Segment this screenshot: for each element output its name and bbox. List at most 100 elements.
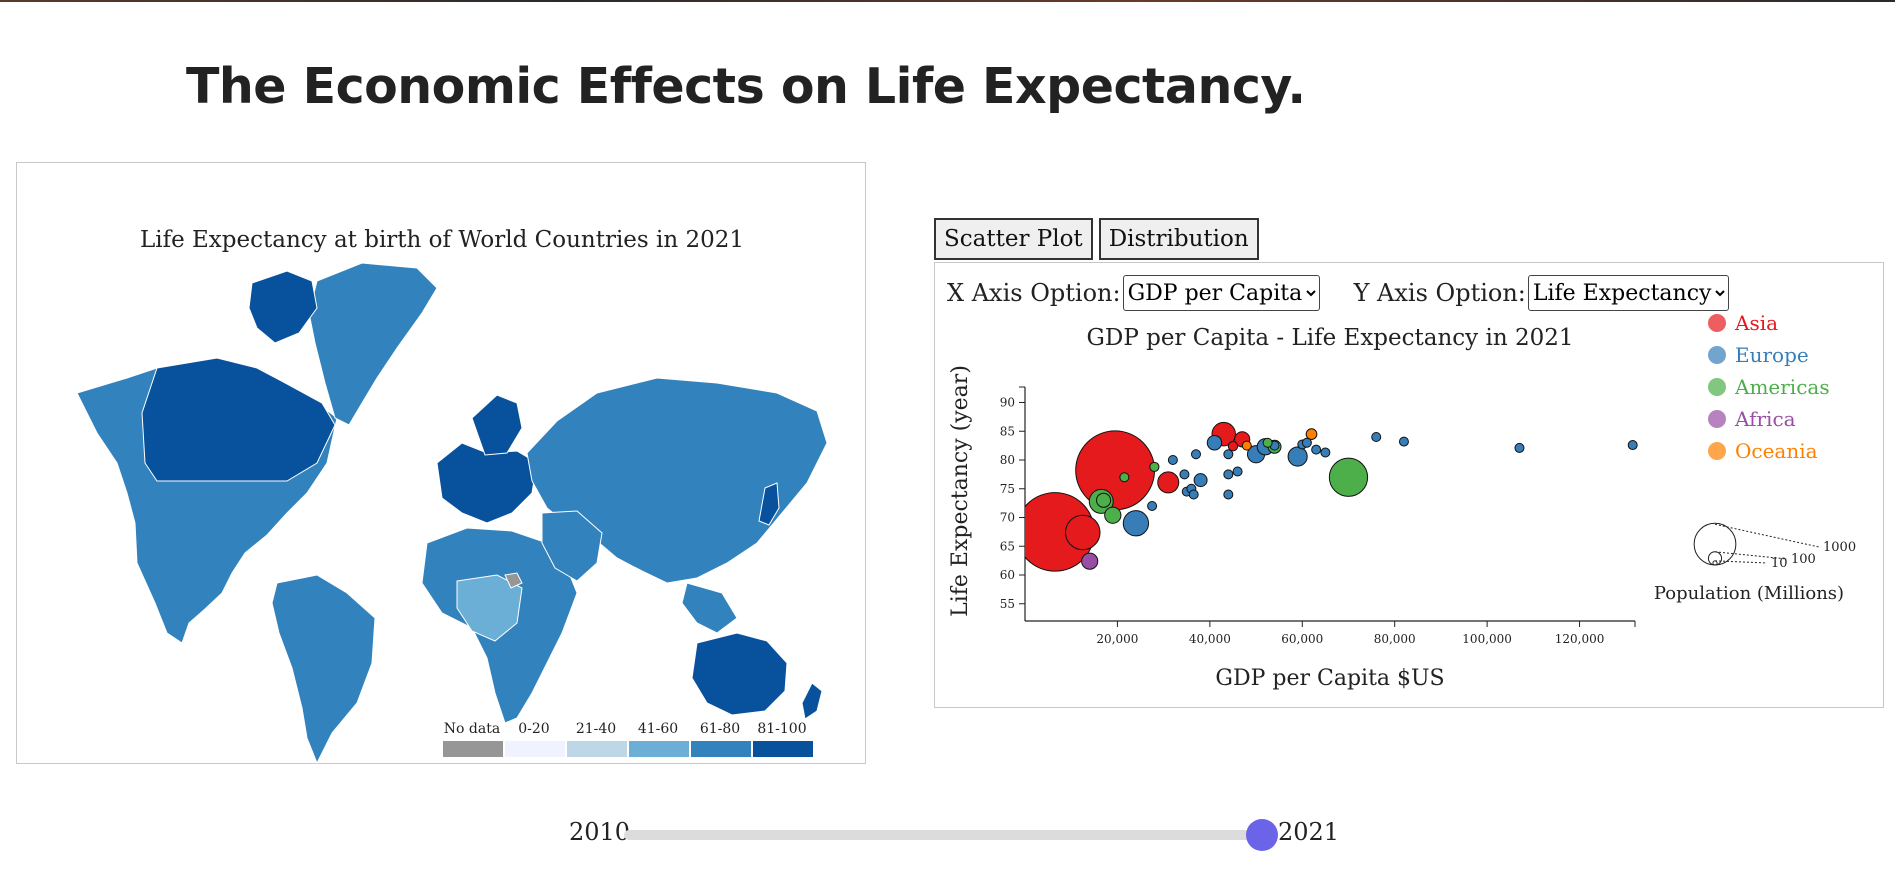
data-point[interactable] bbox=[1232, 466, 1243, 477]
data-point[interactable] bbox=[1188, 489, 1199, 500]
y-tick-label: 55 bbox=[1000, 597, 1015, 611]
data-point[interactable] bbox=[1096, 492, 1112, 508]
size-legend-circle bbox=[1693, 522, 1737, 566]
map-region-arctic-islands[interactable] bbox=[248, 270, 318, 344]
data-point[interactable] bbox=[1514, 442, 1525, 453]
legend-label: Oceania bbox=[1735, 439, 1818, 463]
size-legend-title: Population (Millions) bbox=[1654, 583, 1844, 604]
map-region-southeast-asia[interactable] bbox=[681, 582, 738, 634]
legend-label: Europe bbox=[1735, 343, 1809, 367]
map-legend-label: 0-20 bbox=[518, 721, 549, 737]
data-point[interactable] bbox=[1398, 436, 1409, 447]
map-legend-swatch bbox=[567, 741, 627, 757]
y-tick-label: 65 bbox=[1000, 539, 1015, 553]
world-map: Life Expectancy at birth of World Countr… bbox=[76, 227, 828, 765]
data-point[interactable] bbox=[1311, 444, 1322, 455]
y-tick-label: 75 bbox=[1000, 482, 1015, 496]
size-legend-leader bbox=[1714, 523, 1820, 548]
country-shapes[interactable] bbox=[76, 262, 828, 765]
map-region-south-america[interactable] bbox=[271, 574, 376, 765]
y-tick-label: 60 bbox=[1000, 568, 1015, 582]
y-axis-title: Life Expectancy (year) bbox=[948, 365, 973, 617]
data-point[interactable] bbox=[1241, 440, 1252, 451]
legend-swatch bbox=[1708, 410, 1726, 428]
x-tick-label: 100,000 bbox=[1462, 632, 1512, 646]
map-legend-swatch bbox=[691, 741, 751, 757]
data-point[interactable] bbox=[1227, 441, 1239, 452]
legend-swatch bbox=[1708, 442, 1726, 460]
data-point[interactable] bbox=[1627, 440, 1638, 451]
map-region-no-data-region[interactable] bbox=[504, 572, 523, 589]
map-region-new-zealand[interactable] bbox=[801, 682, 823, 720]
data-point[interactable] bbox=[1119, 472, 1130, 483]
map-region-greenland[interactable] bbox=[308, 262, 438, 426]
slider-start-label: 2010 bbox=[569, 818, 631, 846]
tab-distribution[interactable]: Distribution bbox=[1098, 218, 1259, 260]
data-point[interactable] bbox=[1075, 430, 1156, 511]
legend-label: Africa bbox=[1734, 407, 1796, 431]
map-legend-label: 81-100 bbox=[757, 721, 806, 737]
map-region-central-africa[interactable] bbox=[456, 574, 523, 642]
scatter-chart: GDP per Capita - Life Expectancy in 2021… bbox=[948, 311, 1856, 691]
legend-label: Americas bbox=[1734, 375, 1830, 399]
data-point[interactable] bbox=[1328, 457, 1369, 497]
x-axis-title: GDP per Capita $US bbox=[1215, 666, 1444, 691]
data-point[interactable] bbox=[1193, 473, 1208, 488]
chart-tabs: Scatter Plot Distribution bbox=[934, 218, 1259, 260]
size-legend-label: 100 bbox=[1791, 552, 1816, 567]
size-legend-circle bbox=[1712, 560, 1718, 566]
data-point[interactable] bbox=[1262, 437, 1273, 448]
chart-axes: 55 60 65 70 75 80 85 90 20,000 40,000 60,000 80,000… bbox=[1000, 386, 1636, 646]
data-point[interactable] bbox=[1287, 446, 1308, 467]
tab-scatter-plot[interactable]: Scatter Plot bbox=[934, 218, 1093, 260]
data-point[interactable] bbox=[1223, 489, 1234, 500]
x-tick-label: 60,000 bbox=[1281, 632, 1323, 646]
year-slider: 2010 2021 bbox=[0, 808, 1895, 858]
data-point[interactable] bbox=[1157, 471, 1180, 494]
size-legend-circle bbox=[1707, 551, 1723, 566]
map-region-japan[interactable] bbox=[758, 482, 780, 526]
map-region-europe[interactable] bbox=[436, 442, 538, 524]
size-legend-label: 10 bbox=[1771, 556, 1788, 571]
map-legend-swatch bbox=[443, 741, 503, 757]
data-point[interactable] bbox=[1320, 447, 1331, 458]
map-legend-swatch bbox=[629, 741, 689, 757]
x-tick-label: 80,000 bbox=[1374, 632, 1416, 646]
y-tick-label: 70 bbox=[1000, 511, 1015, 525]
size-legend-label: 1000 bbox=[1823, 540, 1856, 555]
size-legend-leader bbox=[1714, 560, 1768, 564]
data-point[interactable] bbox=[1206, 435, 1223, 451]
data-point[interactable] bbox=[1147, 501, 1158, 511]
data-point[interactable] bbox=[1065, 514, 1101, 551]
map-legend-label: 21-40 bbox=[576, 721, 616, 737]
data-point[interactable] bbox=[1167, 455, 1178, 465]
data-point[interactable] bbox=[1149, 461, 1160, 472]
data-point[interactable] bbox=[1305, 428, 1318, 440]
slider-track[interactable] bbox=[624, 830, 1262, 840]
map-region-canada[interactable] bbox=[141, 357, 336, 482]
map-title: Life Expectancy at birth of World Countr… bbox=[140, 227, 744, 253]
size-legend-leader bbox=[1714, 551, 1788, 560]
data-point[interactable] bbox=[1223, 469, 1234, 480]
chart-points[interactable] bbox=[1016, 421, 1638, 572]
data-point[interactable] bbox=[1104, 506, 1122, 524]
top-border bbox=[0, 0, 1895, 2]
data-point[interactable] bbox=[1081, 552, 1099, 570]
map-region-scandinavia[interactable] bbox=[471, 394, 523, 456]
data-point[interactable] bbox=[1179, 469, 1190, 480]
data-point[interactable] bbox=[1301, 437, 1312, 448]
data-point[interactable] bbox=[1122, 510, 1150, 537]
page-title: The Economic Effects on Life Expectancy. bbox=[186, 58, 1306, 115]
data-point[interactable] bbox=[1371, 432, 1382, 442]
slider-thumb[interactable] bbox=[1246, 819, 1278, 851]
data-point[interactable] bbox=[1190, 449, 1201, 460]
data-point[interactable] bbox=[1223, 449, 1234, 460]
map-region-australia[interactable] bbox=[691, 632, 788, 716]
y-axis-option-label: Y Axis Option: bbox=[1353, 279, 1526, 307]
x-axis-select[interactable]: GDP per Capita bbox=[1122, 275, 1320, 311]
y-axis-select[interactable]: Life Expectancy bbox=[1527, 275, 1729, 311]
map-legend-label: 41-60 bbox=[638, 721, 678, 737]
map-region-middle-east[interactable] bbox=[541, 510, 603, 582]
x-tick-label: 40,000 bbox=[1189, 632, 1231, 646]
